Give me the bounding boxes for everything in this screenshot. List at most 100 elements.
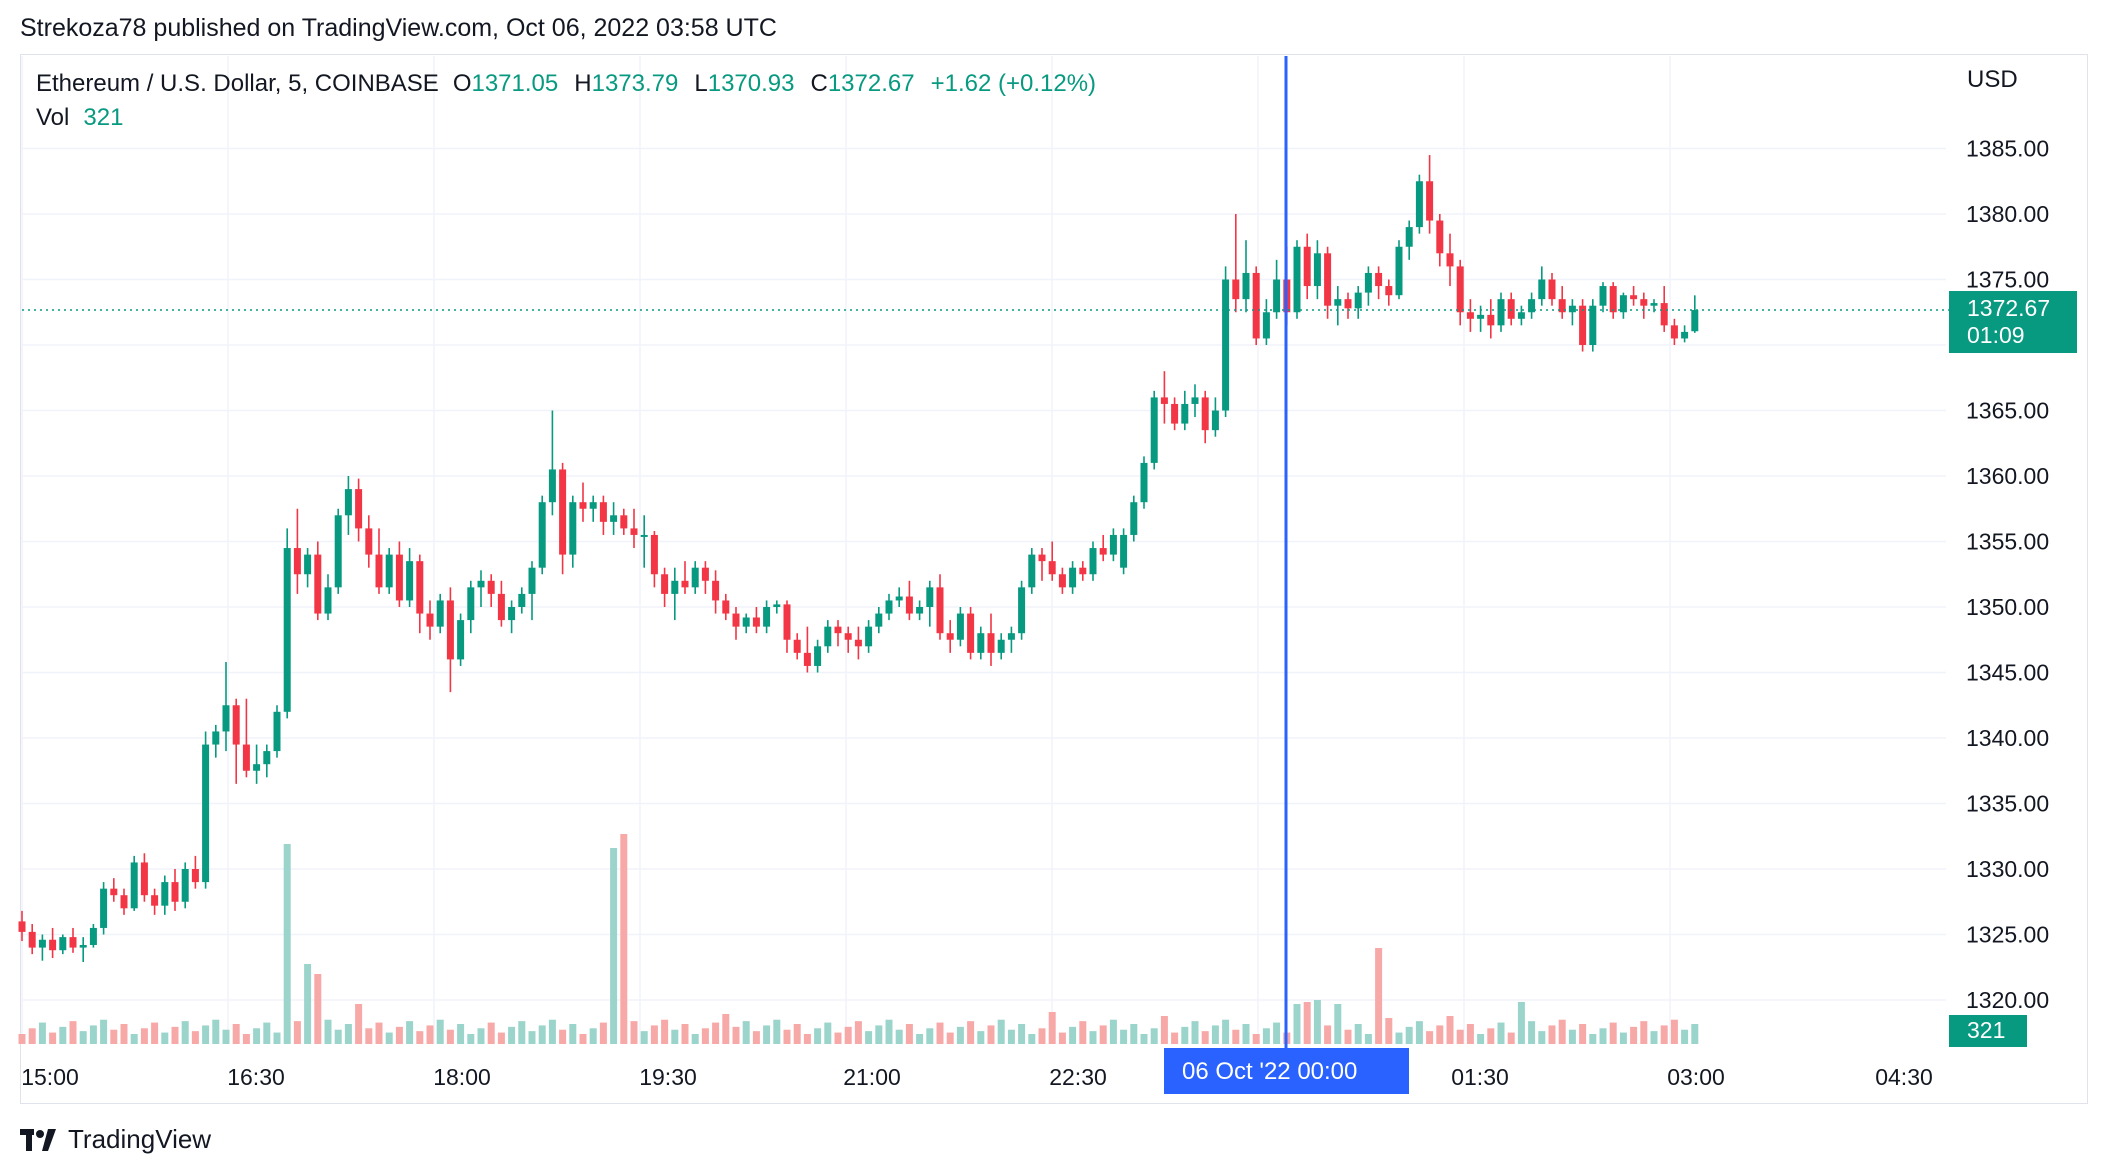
volume-bar [650, 1025, 658, 1044]
volume-bar [1160, 1016, 1168, 1044]
volume-bar [977, 1031, 985, 1044]
candle [997, 633, 1005, 660]
volume-bar [1120, 1029, 1128, 1044]
candle [446, 587, 454, 693]
candle [1558, 286, 1566, 319]
candle [1375, 266, 1383, 300]
candle [834, 620, 842, 647]
volume-bar [854, 1021, 862, 1044]
last-volume-badge: 321 [1949, 1015, 2027, 1047]
candle [273, 705, 281, 758]
candle [1405, 220, 1413, 260]
candle [589, 495, 597, 522]
volume-bar [1691, 1024, 1699, 1044]
volume-bar [956, 1026, 964, 1044]
time-tick-label: 04:30 [1875, 1064, 1933, 1090]
volume-bar [701, 1028, 709, 1044]
volume-bar [579, 1034, 587, 1044]
candle [242, 698, 250, 778]
volume-bar [752, 1031, 760, 1044]
candle [1150, 390, 1158, 470]
volume-bar [171, 1026, 179, 1044]
volume-bar [844, 1026, 852, 1044]
volume-bar [763, 1025, 771, 1044]
volume-bar [1038, 1028, 1046, 1044]
candle [140, 853, 148, 902]
candle [1069, 561, 1077, 594]
candle [477, 570, 485, 607]
candle [977, 626, 985, 660]
volume-bar [242, 1034, 250, 1044]
candle [1456, 259, 1464, 326]
candle [538, 495, 546, 575]
candle [130, 855, 138, 911]
candle [355, 478, 363, 542]
volume-bar [1222, 1019, 1230, 1044]
volume-bar [814, 1028, 822, 1044]
volume-bar [38, 1022, 46, 1044]
candle [1497, 292, 1505, 332]
candle [987, 613, 995, 666]
volume-bar [1252, 1034, 1260, 1044]
volume-bar [191, 1031, 199, 1044]
candle [334, 508, 342, 594]
time-tick-label: 16:30 [227, 1064, 285, 1090]
candle [28, 924, 36, 955]
candle [691, 561, 699, 594]
volume-bar [263, 1022, 271, 1044]
candle [151, 888, 159, 915]
candle [232, 698, 240, 784]
candle [1252, 266, 1260, 345]
volume-bar [202, 1025, 210, 1044]
time-tick-label: 22:30 [1049, 1064, 1107, 1090]
candle [579, 482, 587, 522]
candle [1303, 233, 1311, 300]
volume-bar [1640, 1021, 1648, 1044]
candle [1630, 286, 1638, 306]
candle [905, 580, 913, 621]
last-price-badge: 1372.67 01:09 [1949, 291, 2077, 353]
candle [752, 607, 760, 634]
brand[interactable]: TradingView [20, 1124, 211, 1155]
candle [1619, 292, 1627, 319]
volume-bar [589, 1028, 597, 1044]
candle [1211, 397, 1219, 437]
time-tick-label: 03:00 [1667, 1064, 1725, 1090]
volume-bar [783, 1029, 791, 1044]
candle [467, 580, 475, 634]
volume-bar [406, 1021, 414, 1044]
candle [1660, 286, 1668, 332]
chart-frame [20, 54, 2088, 1104]
candle [650, 531, 658, 588]
candle [732, 607, 740, 640]
volume-bar [140, 1028, 148, 1044]
candle [1099, 534, 1107, 562]
crosshair-time-label: 06 Oct '22 00:00 [1164, 1048, 1409, 1094]
candle [1415, 174, 1423, 234]
candle [1528, 292, 1536, 319]
candle [895, 587, 903, 607]
volume-legend: Vol 321 [36, 104, 123, 132]
volume-bar [1436, 1025, 1444, 1044]
candle [59, 934, 67, 955]
volume-bar [1191, 1021, 1199, 1044]
volume-bar [946, 1032, 954, 1044]
candle [620, 508, 628, 535]
volume-bar [79, 1031, 87, 1044]
volume-bar [487, 1022, 495, 1044]
candle [1273, 259, 1281, 319]
candle [1007, 626, 1015, 653]
volume-bar [232, 1024, 240, 1044]
volume-bar [803, 1034, 811, 1044]
close-value: 1372.67 [827, 70, 915, 97]
volume-bar [314, 974, 322, 1044]
time-tick-label: 15:00 [21, 1064, 79, 1090]
candle [1385, 279, 1393, 306]
candle [1670, 318, 1678, 345]
candle [1232, 214, 1240, 313]
volume-bar [355, 1004, 363, 1044]
volume-bar [1579, 1024, 1587, 1044]
volume-bar [1619, 1032, 1627, 1044]
price-tick-label: 1380.00 [1966, 201, 2049, 227]
